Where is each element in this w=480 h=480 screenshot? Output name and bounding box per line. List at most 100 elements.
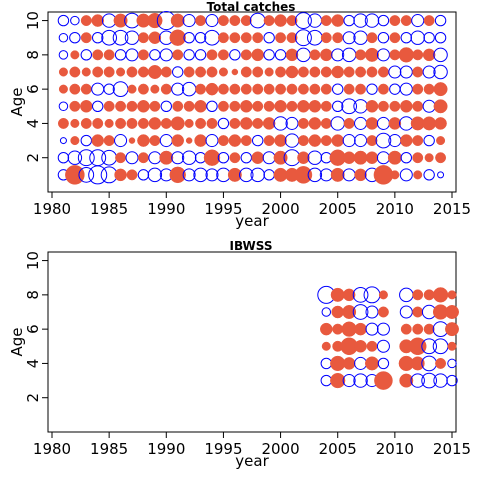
bubble-total-catches-1992-age6 [181,81,197,97]
bubble-total-catches-1992-age2 [181,150,197,165]
x-axis-label-ibwss: year [235,452,269,470]
bubble-total-catches-2008-age6 [366,83,378,95]
bubble-total-catches-2014-age9 [434,32,447,44]
bubble-total-catches-2001-age4 [285,116,299,130]
bubble-total-catches-1997-age1 [239,167,254,183]
bubble-total-catches-2010-age9 [389,32,401,44]
bubble-total-catches-2013-age5 [422,99,436,113]
bubble-ibwss-2009-age5 [376,339,390,353]
bubble-total-catches-1983-age1 [78,167,95,183]
bubble-total-catches-1992-age8 [183,49,195,61]
bubble-total-catches-1987-age5 [126,100,138,112]
bubble-total-catches-1997-age7 [240,66,252,78]
bubble-total-catches-2012-age6 [412,83,424,95]
bubble-ibwss-2014-age5 [432,338,449,355]
bubble-total-catches-2005-age6 [332,83,344,95]
bubble-ibwss-2006-age6 [341,321,357,337]
bubble-ibwss-2007-age5 [354,340,367,353]
bubble-total-catches-1983-age4 [80,117,92,129]
panel-title-ibwss: IBWSS [230,239,273,253]
bubble-total-catches-1984-age6 [91,82,105,96]
x-tick-label: 2015 [433,200,471,218]
bubble-total-catches-1996-age4 [229,117,241,129]
bubble-total-catches-2004-age6 [320,83,332,95]
bubble-total-catches-2003-age1 [307,167,323,183]
bubble-total-catches-1997-age10 [240,15,252,27]
y-tick-label: 4 [24,359,42,369]
bubble-total-catches-1990-age4 [160,117,172,129]
bubble-ibwss-2006-age8 [342,288,356,302]
bubble-total-catches-2001-age8 [285,48,299,62]
bubble-total-catches-2002-age8 [296,47,311,63]
bubble-total-catches-1997-age4 [240,117,253,130]
bubble-total-catches-2003-age5 [308,100,322,113]
bubble-ibwss-2013-age3 [421,372,438,389]
bubble-total-catches-2005-age4 [330,116,345,131]
bubble-total-catches-1986-age3 [114,134,128,148]
bubble-ibwss-2005-age4 [330,355,346,372]
bubble-total-catches-2000-age3 [274,134,287,147]
y-tick-label: 6 [24,84,42,94]
bubble-total-catches-1982-age4 [70,118,80,128]
bubble-total-catches-1987-age6 [127,84,137,94]
bubble-total-catches-2007-age10 [353,13,368,28]
bubble-ibwss-2015-age8 [447,290,457,300]
bubble-total-catches-2002-age4 [297,117,309,129]
bubble-total-catches-2007-age2 [353,150,368,165]
bubble-total-catches-2005-age10 [331,14,344,27]
bubble-total-catches-1984-age5 [92,100,104,112]
bubble-total-catches-1985-age4 [104,118,114,128]
bubble-total-catches-1989-age7 [147,65,162,79]
bubble-total-catches-1990-age5 [160,100,172,112]
bubble-total-catches-1995-age4 [217,117,230,130]
x-tick-label: 1995 [204,200,242,218]
bubble-total-catches-2006-age9 [342,31,356,45]
bubble-total-catches-1992-age1 [182,168,196,182]
y-tick-label: 8 [24,50,42,60]
bubble-total-catches-1998-age5 [252,100,264,112]
bubble-ibwss-2009-age6 [376,322,390,336]
bubble-total-catches-2012-age8 [412,49,424,61]
bubble-total-catches-1998-age9 [252,32,264,44]
bubble-total-catches-1986-age4 [115,117,127,129]
bubble-total-catches-1995-age5 [217,100,229,112]
bubble-total-catches-2001-age9 [286,32,298,44]
bubble-total-catches-2003-age3 [308,134,322,147]
bubble-total-catches-1989-age3 [149,135,161,147]
bubble-total-catches-1993-age1 [193,167,208,183]
bubble-layer-total-catches [57,11,448,185]
panel-title-total-catches: Total catches [207,0,296,14]
bubble-total-catches-1997-age3 [240,135,252,147]
bubble-total-catches-1985-age2 [101,149,117,166]
bubble-total-catches-1999-age4 [262,117,276,130]
bubble-total-catches-2003-age2 [307,150,323,165]
bubble-total-catches-1997-age6 [240,83,252,95]
bubble-total-catches-2013-age9 [423,32,435,44]
bubble-total-catches-2014-age1 [437,171,445,179]
bubble-total-catches-1981-age9 [58,32,69,43]
bubble-total-catches-1981-age5 [58,101,69,112]
bubble-total-catches-1983-age6 [80,83,92,95]
bubble-total-catches-2007-age6 [355,83,367,95]
bubble-total-catches-2009-age3 [375,132,392,149]
bubble-total-catches-1991-age10 [170,13,185,28]
bubble-total-catches-2009-age2 [376,151,390,165]
bubble-total-catches-2000-age7 [275,66,287,78]
bubble-total-catches-1989-age10 [147,12,163,29]
bubble-total-catches-1994-age10 [205,14,219,28]
bubble-ibwss-2007-age4 [354,356,368,370]
x-tick-label: 2005 [319,200,357,218]
bubble-total-catches-1996-age2 [229,152,241,164]
bubble-total-catches-2004-age3 [320,135,332,147]
bubble-total-catches-2011-age3 [400,134,413,147]
bubble-total-catches-2009-age9 [377,32,390,44]
bubble-total-catches-1995-age7 [218,67,228,77]
bubble-ibwss-2009-age8 [378,290,388,300]
bubble-total-catches-2004-age10 [320,15,332,27]
bubble-total-catches-2009-age6 [377,83,389,95]
bubble-total-catches-1994-age5 [206,100,218,112]
bubble-total-catches-1995-age8 [217,49,229,61]
bubble-ibwss-2008-age6 [365,322,379,336]
plot-frame-ibwss [47,251,457,433]
bubble-total-catches-2009-age1 [373,165,394,185]
